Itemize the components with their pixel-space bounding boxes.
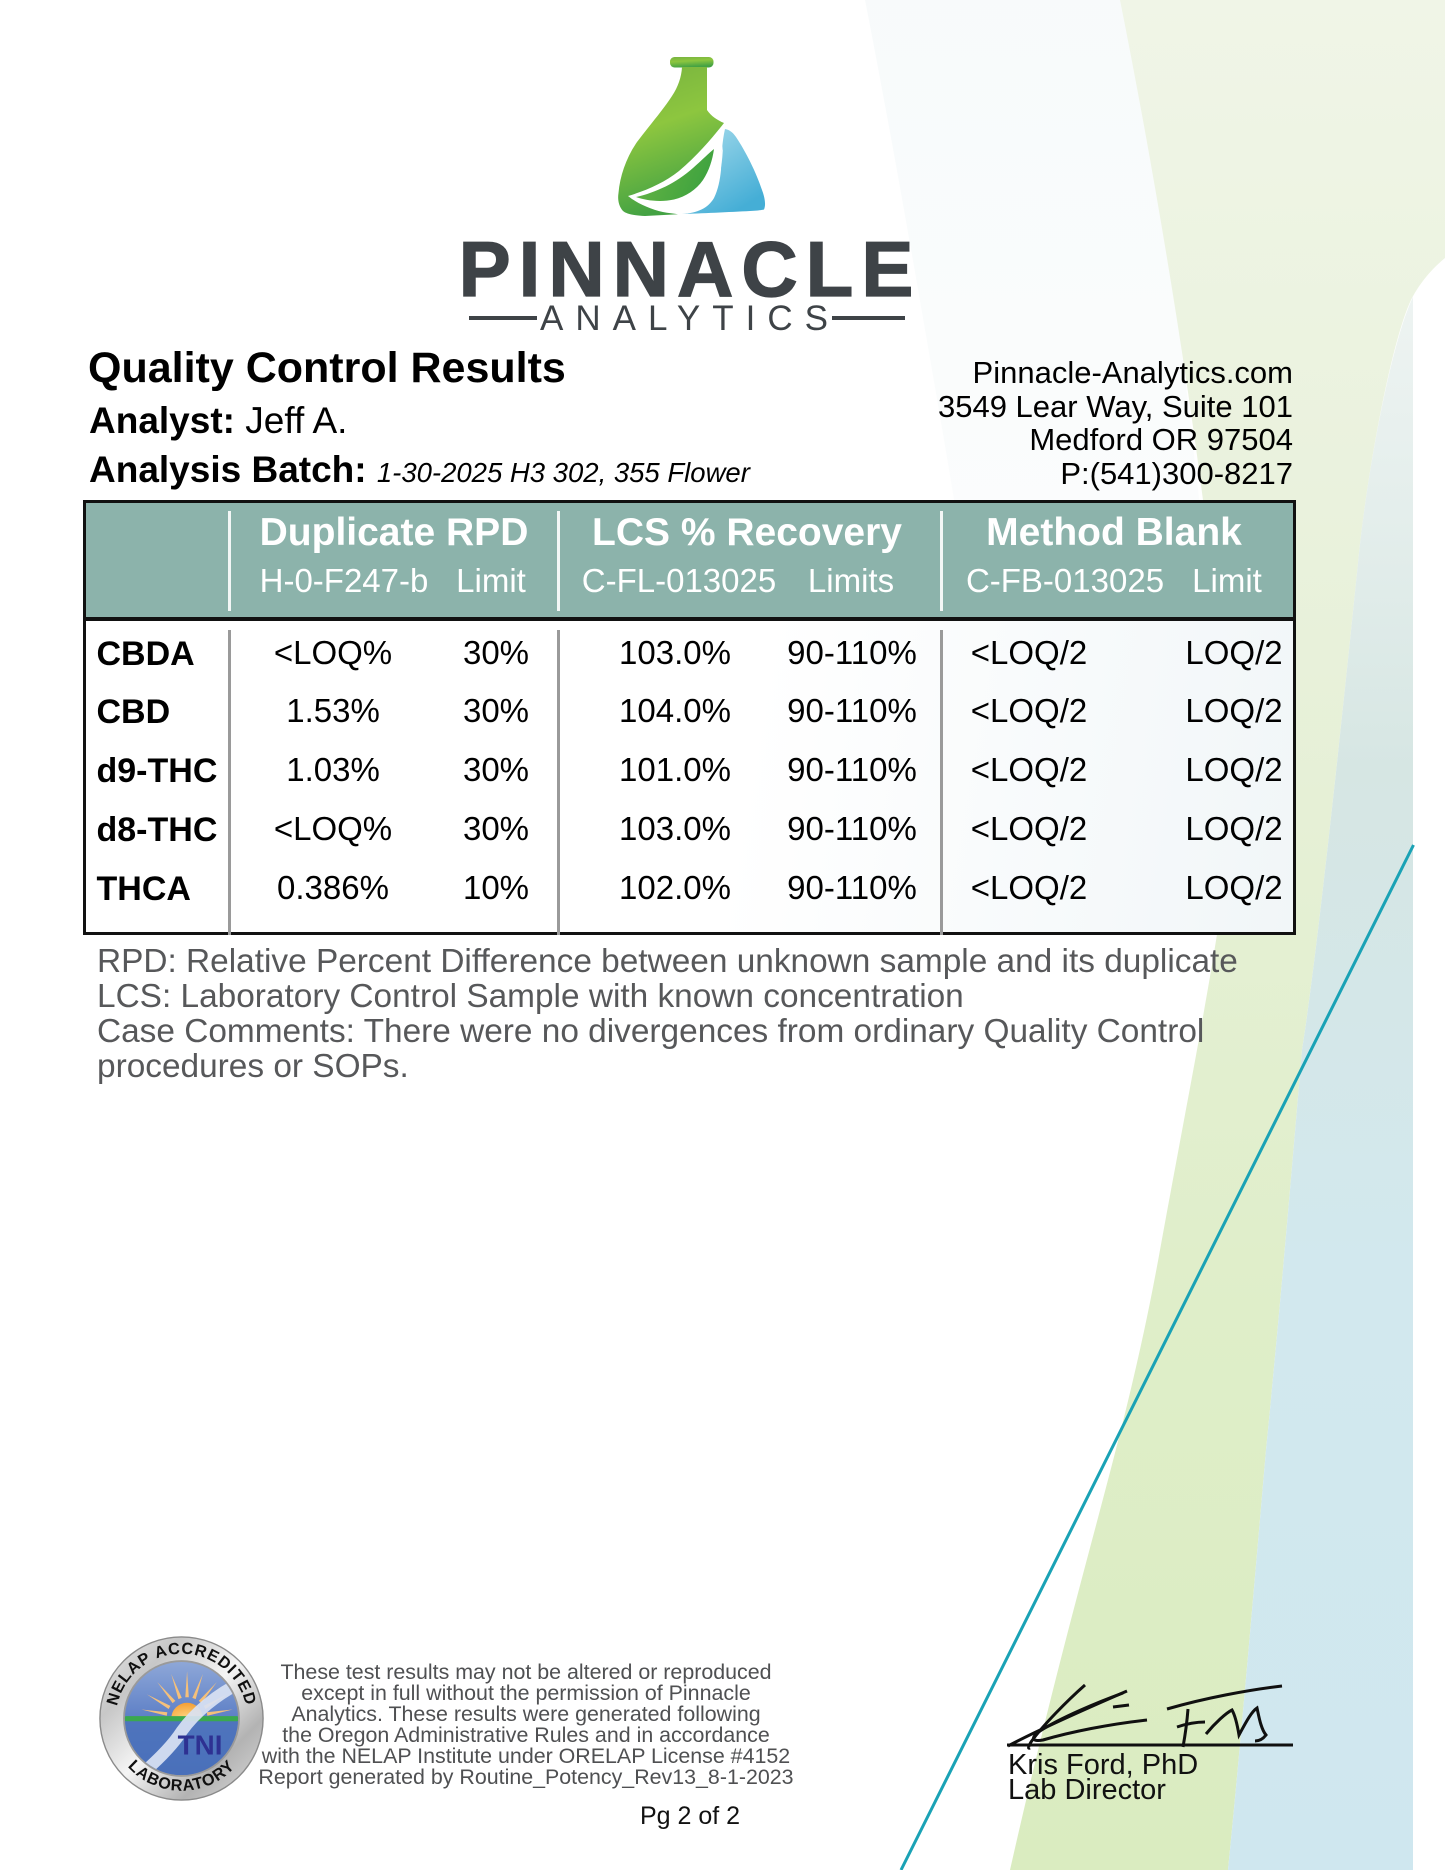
svg-text:TNI: TNI <box>178 1730 223 1761</box>
